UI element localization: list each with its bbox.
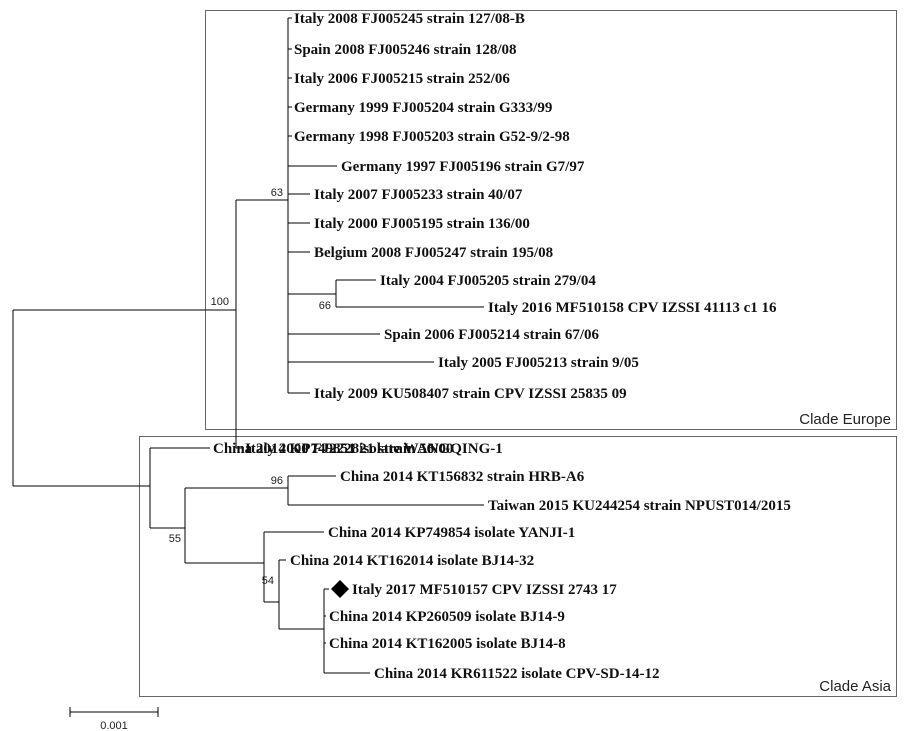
leaf-label: Italy 2000 FJ005195 strain 136/00 bbox=[314, 216, 530, 232]
bootstrap-italy-pair: 66 bbox=[319, 300, 331, 312]
leaf-label: China 2014 KP260509 isolate BJ14-9 bbox=[329, 609, 565, 625]
leaf-label: China 2014 KP749851 isolate WANGQING-1 bbox=[213, 441, 503, 457]
leaf-labels: Italy 2008 FJ005245 strain 127/08-B Spai… bbox=[213, 11, 791, 682]
leaf-label: Italy 2004 FJ005205 strain 279/04 bbox=[380, 273, 596, 289]
leaf-label: Germany 1997 FJ005196 strain G7/97 bbox=[341, 159, 585, 175]
leaf-label: Taiwan 2015 KU244254 strain NPUST014/201… bbox=[488, 498, 791, 514]
bootstrap-europe-inner: 63 bbox=[271, 187, 283, 199]
root-branches bbox=[12, 309, 236, 487]
leaf-label: Italy 2005 FJ005213 strain 9/05 bbox=[438, 355, 639, 371]
diamond-icon bbox=[331, 580, 349, 598]
leaf-label: China 2014 KR611522 isolate CPV-SD-14-12 bbox=[374, 666, 660, 682]
leaf-label: China 2014 KT156832 strain HRB-A6 bbox=[340, 469, 585, 485]
leaf-label: Italy 2016 MF510158 CPV IZSSI 41113 c1 1… bbox=[488, 300, 777, 316]
leaf-label: Spain 2006 FJ005214 strain 67/06 bbox=[384, 327, 600, 343]
leaf-label: China 2014 KT162005 isolate BJ14-8 bbox=[329, 636, 566, 652]
leaf-label: Italy 2008 FJ005245 strain 127/08-B bbox=[294, 11, 525, 27]
leaf-label: Italy 2006 FJ005215 strain 252/06 bbox=[294, 71, 510, 87]
leaf-label: China 2014 KT162014 isolate BJ14-32 bbox=[290, 553, 534, 569]
bootstrap-asia-inner: 54 bbox=[262, 575, 274, 587]
leaf-label: Italy 2000 FJ222821 strain 56/00 bbox=[245, 441, 453, 457]
asia-branches bbox=[149, 447, 484, 674]
clade-asia-box bbox=[139, 436, 897, 697]
scale-bar: 0.001 bbox=[69, 707, 159, 731]
europe-branches bbox=[235, 17, 484, 449]
leaf-label: Italy 2007 FJ005233 strain 40/07 bbox=[314, 187, 523, 203]
leaf-label: Belgium 2008 FJ005247 strain 195/08 bbox=[314, 245, 553, 261]
scale-bar-label: 0.001 bbox=[100, 720, 128, 731]
leaf-label: Italy 2009 KU508407 strain CPV IZSSI 258… bbox=[314, 386, 627, 402]
leaf-label: Spain 2008 FJ005246 strain 128/08 bbox=[294, 42, 517, 58]
leaf-label: Italy 2017 MF510157 CPV IZSSI 2743 17 bbox=[352, 582, 617, 598]
clade-asia-label: Clade Asia bbox=[819, 678, 891, 695]
leaf-label: Germany 1999 FJ005204 strain G333/99 bbox=[294, 100, 552, 116]
leaf-label: China 2014 KP749854 isolate YANJI-1 bbox=[328, 525, 575, 541]
bootstrap-asia-pair: 96 bbox=[271, 475, 283, 487]
clade-europe-box bbox=[205, 10, 897, 430]
clade-europe-label: Clade Europe bbox=[799, 411, 891, 428]
leaf-label: Germany 1998 FJ005203 strain G52-9/2-98 bbox=[294, 129, 570, 145]
bootstrap-europe-root: 100 bbox=[211, 296, 229, 308]
bootstrap-asia-root: 55 bbox=[169, 533, 181, 545]
